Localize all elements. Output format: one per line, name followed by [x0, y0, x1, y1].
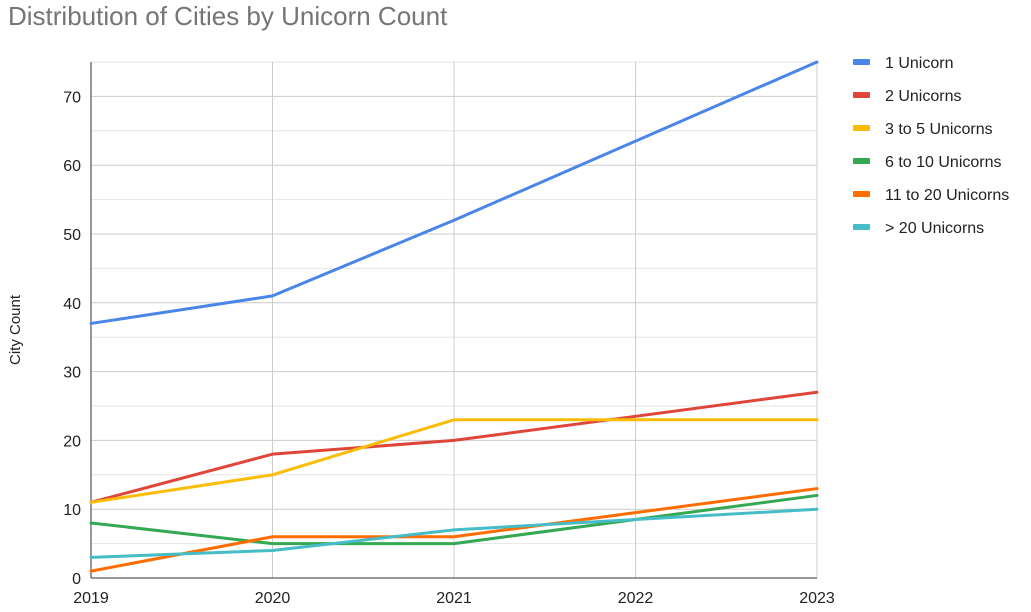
y-tick-label: 70 — [63, 89, 81, 106]
y-tick-label: 30 — [63, 365, 81, 382]
legend-label: 2 Unicorns — [885, 88, 961, 105]
series-line — [89, 60, 819, 325]
y-tick-label: 60 — [63, 158, 81, 175]
legend-swatch — [853, 158, 870, 164]
y-tick-label: 20 — [63, 433, 81, 450]
x-tick-label: 2022 — [618, 590, 654, 607]
x-tick-label: 2020 — [255, 590, 291, 607]
y-tick-label: 0 — [72, 571, 81, 588]
legend-swatch — [853, 125, 870, 131]
series-lines — [89, 60, 819, 573]
legend-swatch — [853, 191, 870, 197]
legend-label: 3 to 5 Unicorns — [885, 121, 993, 138]
legend-label: 1 Unicorn — [885, 55, 953, 72]
legend-label: > 20 Unicorns — [885, 220, 984, 237]
series-line — [89, 493, 819, 546]
legend-label: 6 to 10 Unicorns — [885, 154, 1002, 171]
legend-label: 11 to 20 Unicorns — [885, 187, 1009, 204]
series-line — [89, 418, 819, 504]
series-line — [89, 390, 819, 504]
x-axis-ticks: 2019 2020 2021 2022 2023 — [73, 590, 835, 607]
series-line — [89, 487, 819, 573]
legend-swatch — [853, 92, 870, 98]
gridlines — [90, 61, 818, 579]
legend-swatch — [853, 224, 870, 230]
legend-swatch — [853, 59, 870, 65]
chart-title: Distribution of Cities by Unicorn Count — [8, 1, 448, 31]
y-tick-label: 50 — [63, 227, 81, 244]
y-tick-label: 10 — [63, 502, 81, 519]
y-axis-ticks: 0 10 20 30 40 50 60 70 — [63, 89, 81, 588]
y-axis-label: City Count — [7, 294, 24, 365]
x-tick-label: 2023 — [799, 590, 835, 607]
x-tick-label: 2019 — [73, 590, 109, 607]
series-line — [89, 507, 819, 559]
y-tick-label: 40 — [63, 296, 81, 313]
x-tick-label: 2021 — [436, 590, 472, 607]
legend: 1 Unicorn 2 Unicorns 3 to 5 Unicorns 6 to 1… — [853, 55, 1009, 237]
